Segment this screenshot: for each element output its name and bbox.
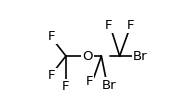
- Text: Br: Br: [102, 79, 116, 92]
- Text: F: F: [105, 19, 113, 32]
- Text: F: F: [48, 69, 56, 82]
- Text: F: F: [86, 75, 93, 88]
- Text: O: O: [82, 50, 93, 62]
- Text: F: F: [127, 19, 134, 32]
- Text: F: F: [62, 80, 70, 93]
- Text: F: F: [48, 30, 56, 43]
- Text: Br: Br: [133, 50, 147, 62]
